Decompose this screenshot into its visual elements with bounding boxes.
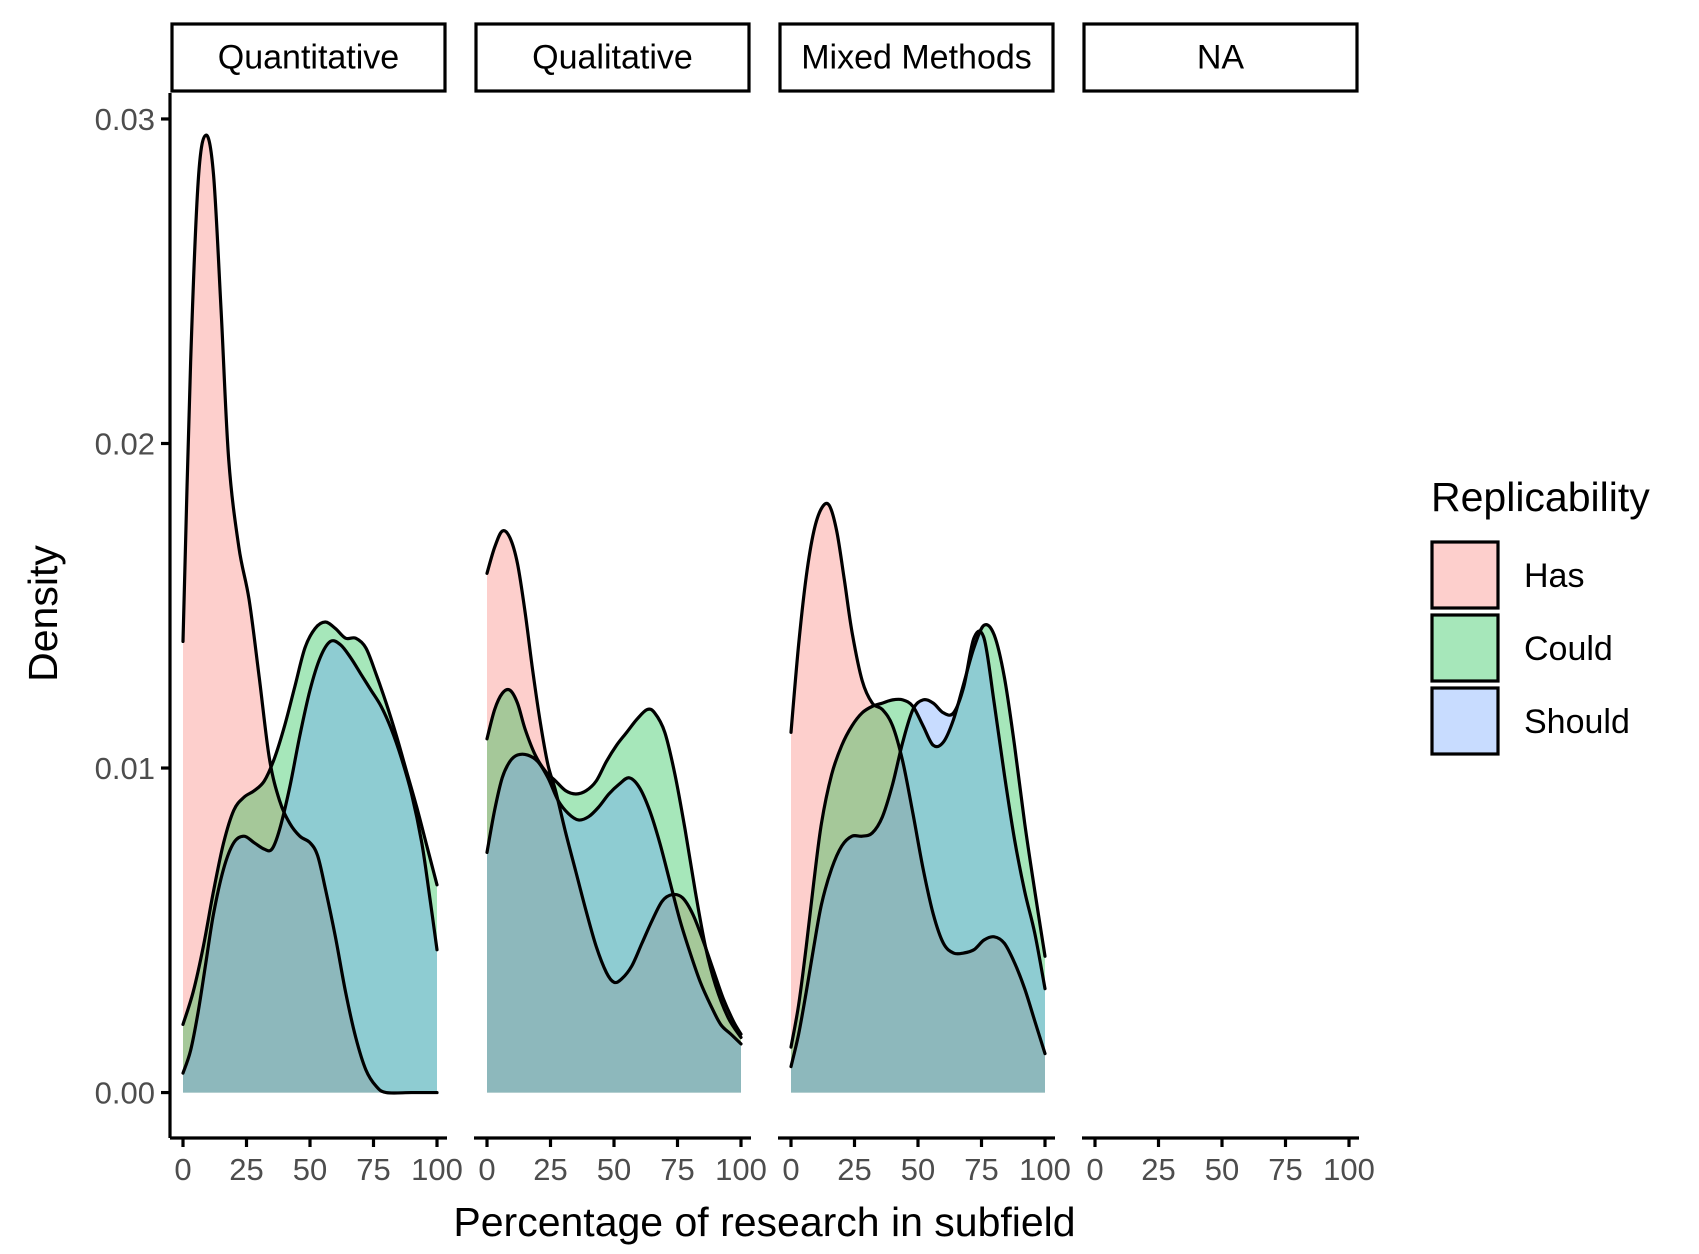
legend-key-could [1430, 613, 1500, 683]
legend-item-has: Has [1430, 540, 1584, 610]
facet-quantitative: Quantitative 0 25 50 75 100 [170, 22, 463, 1187]
density-area-has [183, 135, 437, 1094]
x-tick-label: 0 [782, 1152, 799, 1187]
density-area-should [487, 754, 741, 1093]
density-line-could [181, 620, 439, 1027]
legend-title: Replicability [1431, 474, 1650, 520]
x-tick-label: 25 [1141, 1152, 1175, 1187]
x-tick-label: 25 [229, 1152, 263, 1187]
density-lines [181, 133, 439, 1095]
density-line-should [485, 752, 743, 1046]
density-line-could [485, 687, 743, 1039]
x-axis-title: Percentage of research in subfield [453, 1199, 1075, 1245]
x-tick-label: 100 [1019, 1152, 1071, 1187]
density-area-could [791, 624, 1045, 1093]
x-tick-label: 100 [411, 1152, 463, 1187]
density-line-has [181, 133, 439, 1095]
facet-strip-label: Mixed Methods [801, 38, 1032, 76]
x-tick-label: 75 [356, 1152, 390, 1187]
x-tick-label: 75 [660, 1152, 694, 1187]
x-tick-label: 0 [1086, 1152, 1103, 1187]
y-tick-label: 0.03 [95, 102, 155, 137]
density-area-has [487, 530, 741, 1093]
x-tick-label: 75 [964, 1152, 998, 1187]
y-tick-label: 0.02 [95, 426, 155, 461]
x-tick-label: 75 [1268, 1152, 1302, 1187]
facet-strip-label: Qualitative [532, 38, 693, 76]
x-tick-label: 50 [293, 1152, 327, 1187]
legend-key-has [1430, 540, 1500, 610]
x-tick-label: 100 [715, 1152, 767, 1187]
legend-item-could: Could [1430, 613, 1613, 683]
facet-strip [1082, 22, 1359, 93]
facet-strip [170, 22, 447, 93]
y-tick-label: 0.01 [95, 751, 155, 786]
x-tick-label: 0 [174, 1152, 191, 1187]
y-axis: 0.00 0.01 0.02 0.03 [95, 93, 172, 1138]
facet-na: NA 0 25 50 75 100 [1082, 22, 1375, 1187]
y-axis-title: Density [20, 545, 66, 682]
x-tick-label: 25 [533, 1152, 567, 1187]
density-area-could [183, 621, 437, 1093]
facet-strip-label: NA [1197, 38, 1245, 76]
x-tick-label: 0 [478, 1152, 495, 1187]
facet-mixed-methods: Mixed Methods 0 25 50 75 100 [778, 22, 1071, 1187]
density-lines [789, 501, 1047, 1069]
density-area-should [791, 631, 1045, 1093]
density-line-has [789, 501, 1047, 1056]
density-line-should [181, 639, 439, 1075]
facet-strip [474, 22, 751, 93]
density-lines [485, 529, 743, 1046]
density-area-should [183, 640, 437, 1093]
facet-strip-label: Quantitative [218, 38, 399, 76]
legend-label-could: Could [1524, 630, 1613, 668]
legend-item-should: Should [1430, 686, 1630, 756]
x-tick-label: 100 [1323, 1152, 1375, 1187]
y-tick-label: 0.00 [95, 1076, 155, 1111]
x-tick-label: 50 [1205, 1152, 1239, 1187]
x-tick-label: 50 [901, 1152, 935, 1187]
density-line-has [485, 529, 743, 1036]
density-areas [487, 530, 741, 1093]
x-tick-label: 50 [597, 1152, 631, 1187]
facet-qualitative: Qualitative 0 25 50 75 100 [474, 22, 767, 1187]
legend-key-should [1430, 686, 1500, 756]
legend-label-should: Should [1524, 703, 1630, 741]
facet-panels: Quantitative 0 25 50 75 100 Qualitative 0 25 50 75… [170, 22, 1375, 1187]
legend: Replicability Has Could Should [1430, 474, 1650, 756]
x-tick-label: 25 [837, 1152, 871, 1187]
facet-strip [778, 22, 1055, 93]
density-areas [183, 135, 437, 1094]
density-line-should [789, 629, 1047, 1069]
legend-label-has: Has [1524, 557, 1584, 595]
